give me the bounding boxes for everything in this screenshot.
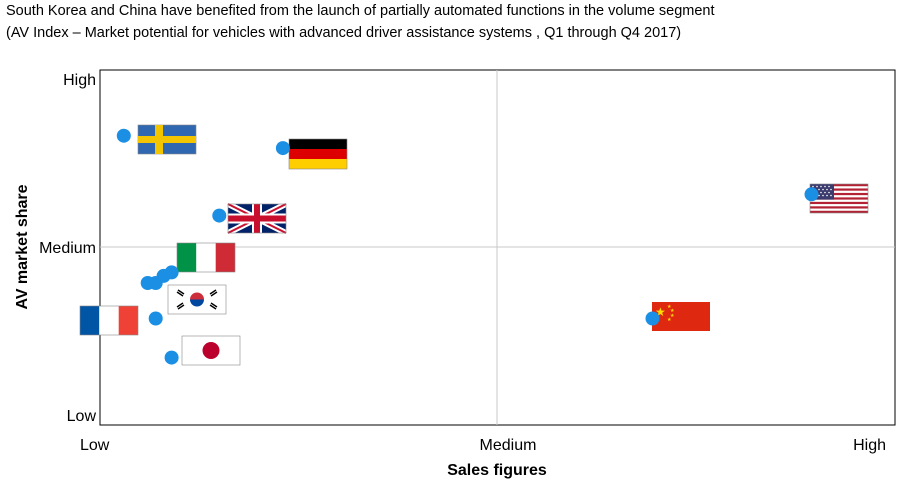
svg-text:★: ★ (655, 305, 666, 319)
x-tick-low: Low (80, 437, 110, 454)
data-point-uk (212, 208, 227, 223)
svg-text:★: ★ (667, 304, 672, 310)
data-point-germany (275, 141, 290, 156)
germany-flag (288, 138, 348, 170)
italy-flag (176, 242, 236, 273)
svg-text:★: ★ (667, 317, 672, 323)
y-tick-high: High (63, 72, 96, 89)
data-point-usa (804, 187, 819, 202)
data-points (116, 128, 819, 365)
x-tick-high: High (853, 437, 886, 454)
france-flag (79, 305, 139, 336)
svg-text:★: ★ (670, 308, 675, 314)
y-axis-title: AV market share (14, 184, 31, 309)
china-flag: ★ ★ ★ ★ ★ (652, 302, 710, 331)
chart-title: South Korea and China have benefited fro… (6, 3, 715, 19)
data-point-extra-1 (156, 268, 171, 283)
usa-flag (809, 183, 869, 214)
data-point-extra-0 (140, 276, 155, 290)
y-tick-low: Low (67, 408, 97, 425)
japan-flag (181, 335, 241, 366)
data-point-france (148, 311, 163, 326)
uk-flag (226, 201, 288, 236)
x-tick-medium: Medium (480, 437, 537, 454)
chart-subtitle: (AV Index – Market potential for vehicle… (6, 25, 682, 41)
y-tick-medium: Medium (39, 240, 96, 257)
korea-flag (167, 284, 227, 315)
flag-layer: ★ ★ ★ ★ ★ (79, 124, 869, 366)
sweden-flag (137, 124, 197, 155)
data-point-sweden (116, 128, 131, 143)
data-point-china (645, 311, 660, 326)
svg-text:★: ★ (670, 313, 675, 319)
data-point-japan (164, 350, 179, 365)
x-axis-title: Sales figures (447, 462, 547, 479)
